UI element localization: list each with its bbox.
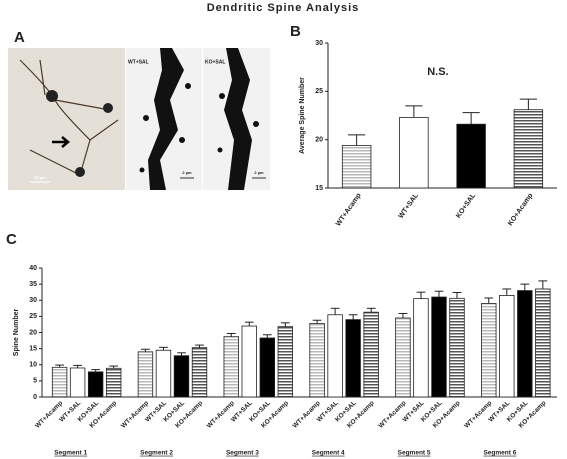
bar bbox=[449, 297, 465, 398]
bar bbox=[535, 288, 551, 398]
y-tick-label: 30 bbox=[29, 297, 37, 304]
micrograph-ko: KO+SAL 2 µm bbox=[203, 48, 270, 190]
scale-bar-label: 2 µm bbox=[182, 170, 192, 175]
bar bbox=[327, 314, 343, 398]
bar bbox=[395, 317, 411, 398]
category-label: Segment 5 bbox=[398, 450, 431, 457]
y-tick-label: 20 bbox=[315, 137, 323, 144]
y-axis-label: Average Spine Number bbox=[299, 77, 306, 154]
x-tick-label: WT+SAL bbox=[398, 192, 421, 220]
bar bbox=[241, 325, 257, 398]
bar bbox=[309, 323, 325, 398]
bar bbox=[481, 303, 497, 398]
x-tick-label: WT+Acamp bbox=[206, 400, 236, 430]
bar bbox=[191, 347, 208, 398]
x-tick-label: WT+Acamp bbox=[292, 400, 322, 430]
panel-label: C bbox=[6, 231, 17, 248]
y-axis-label: Spine Number bbox=[13, 308, 20, 356]
y-tick-label: 30 bbox=[315, 40, 323, 47]
bar bbox=[259, 337, 276, 398]
bar bbox=[155, 349, 172, 398]
bar bbox=[399, 117, 429, 189]
x-tick-label: WT+Acamp bbox=[377, 400, 407, 430]
y-tick-label: 25 bbox=[29, 313, 37, 320]
bar bbox=[456, 123, 486, 189]
bar bbox=[277, 326, 294, 398]
category-label: Segment 2 bbox=[140, 450, 173, 457]
category-label: Segment 4 bbox=[312, 450, 345, 457]
bar bbox=[137, 351, 154, 398]
bar bbox=[499, 295, 515, 398]
x-tick-label: WT+Acamp bbox=[335, 192, 363, 227]
scale-bar-label: 2 µm bbox=[254, 170, 264, 175]
y-tick-label: 40 bbox=[29, 265, 37, 272]
image-label: KO+SAL bbox=[205, 59, 225, 65]
panel-label: A bbox=[14, 29, 25, 46]
y-tick-label: 35 bbox=[29, 281, 37, 288]
bar bbox=[513, 109, 544, 189]
y-tick-label: 20 bbox=[29, 329, 37, 336]
bar bbox=[517, 290, 533, 398]
y-tick-label: 25 bbox=[315, 88, 323, 95]
micrograph-wt: WT+SAL 2 µm bbox=[126, 48, 202, 190]
bar bbox=[69, 367, 86, 398]
x-tick-label: WT+Acamp bbox=[463, 400, 493, 430]
bar bbox=[87, 371, 104, 398]
bar bbox=[345, 319, 361, 398]
bar bbox=[51, 366, 68, 398]
image-label: WT+SAL bbox=[128, 59, 149, 65]
bar bbox=[431, 296, 447, 398]
bar bbox=[413, 298, 429, 398]
panel-label: B bbox=[290, 23, 301, 40]
bar bbox=[223, 336, 239, 398]
scale-bar-label: 20 µm bbox=[34, 175, 46, 180]
bar bbox=[105, 367, 122, 398]
bar bbox=[173, 355, 190, 398]
y-tick-label: 5 bbox=[33, 378, 37, 385]
category-label: Segment 3 bbox=[226, 450, 259, 457]
x-tick-label: KO+Acamp bbox=[507, 192, 534, 227]
figure-title: Dendritic Spine Analysis bbox=[207, 2, 360, 14]
x-tick-label: WT+Acamp bbox=[120, 400, 150, 430]
y-tick-label: 0 bbox=[33, 394, 37, 401]
y-tick-label: 15 bbox=[29, 345, 37, 352]
category-label: Segment 1 bbox=[54, 450, 87, 457]
micrograph-overview: 20 µm bbox=[8, 48, 125, 190]
x-tick-label: KO+SAL bbox=[455, 192, 478, 220]
y-tick-label: 10 bbox=[29, 362, 37, 369]
x-tick-label: WT+Acamp bbox=[34, 400, 64, 430]
y-tick-label: 15 bbox=[315, 185, 323, 192]
bar bbox=[363, 311, 379, 398]
category-label: Segment 6 bbox=[483, 450, 516, 457]
bar bbox=[341, 145, 372, 189]
annotation: N.S. bbox=[427, 66, 448, 78]
